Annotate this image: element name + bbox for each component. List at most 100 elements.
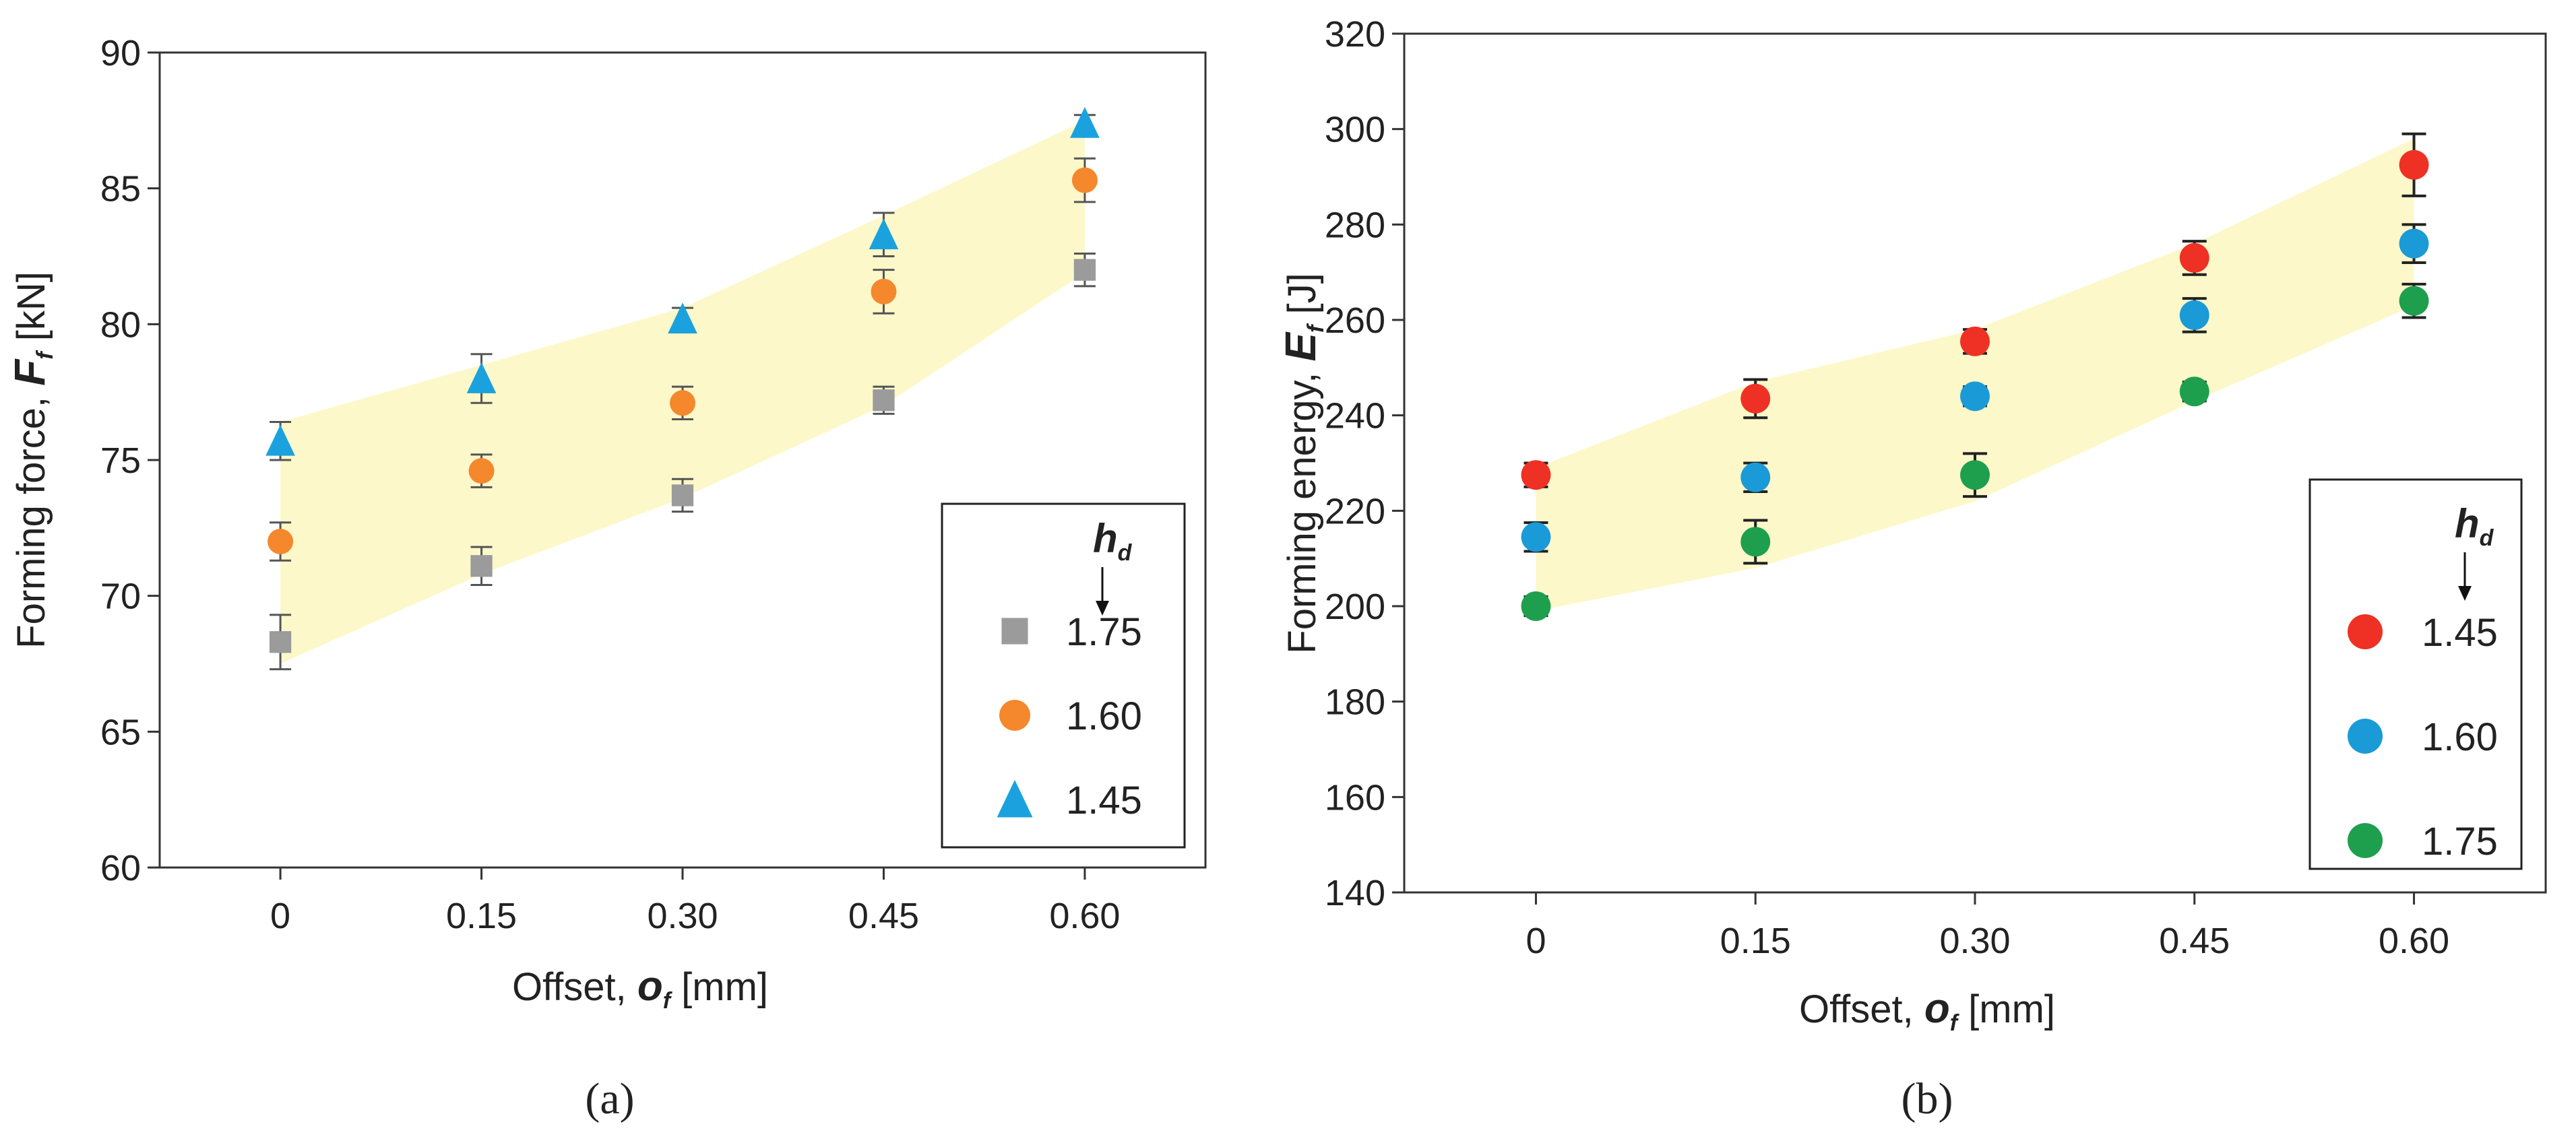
square-marker [470, 555, 493, 577]
square-marker [269, 631, 292, 653]
legend-title: hd [2455, 501, 2494, 551]
legend-label: 1.45 [1066, 779, 1142, 822]
data-point-1.45 [668, 302, 697, 334]
data-point-1.45 [1521, 460, 1551, 490]
y-axis-label: Forming energy, Ef [J] [1280, 273, 1329, 653]
data-point-1.75 [1521, 591, 1551, 621]
y-tick-label: 280 [1325, 205, 1385, 245]
data-point-1.75 [269, 614, 292, 671]
square-marker [671, 484, 694, 506]
circle-marker [2399, 228, 2429, 259]
y-tick-label: 70 [100, 577, 141, 617]
triangle-marker [997, 779, 1033, 818]
data-point-1.60 [2179, 297, 2209, 333]
data-point-1.60 [1960, 381, 1990, 412]
circle-marker [1960, 381, 1990, 412]
data-point-1.75 [671, 478, 694, 513]
square-marker [1073, 259, 1096, 281]
circle-marker [1521, 522, 1551, 552]
circle-marker [468, 458, 495, 484]
legend-label: 1.60 [2422, 715, 2498, 759]
circle-marker [1740, 462, 1771, 492]
legend-item-1.75: 1.75 [2348, 820, 2498, 863]
x-tick-label: 0 [270, 896, 290, 936]
data-point-1.75 [873, 385, 895, 415]
data-point-1.60 [268, 521, 294, 562]
data-point-1.45 [466, 353, 497, 404]
circle-marker [1521, 460, 1551, 490]
data-point-1.75 [1073, 252, 1096, 288]
data-point-1.45 [1960, 326, 1990, 356]
x-tick-label: 0 [1526, 921, 1546, 961]
data-point-1.45 [869, 211, 899, 257]
legend-item-1.60: 1.60 [2348, 715, 2498, 759]
x-tick-label: 0.60 [1049, 896, 1120, 936]
data-point-1.60 [670, 385, 695, 420]
y-tick-label: 65 [100, 712, 141, 752]
y-tick-label: 85 [100, 169, 141, 209]
data-point-1.60 [1521, 521, 1551, 553]
x-axis-label: Offset, of [mm] [1799, 985, 2055, 1036]
data-point-1.45 [265, 421, 295, 461]
triangle-marker [869, 218, 899, 250]
x-tick-label: 0.15 [446, 896, 517, 936]
data-point-1.45 [2179, 240, 2209, 276]
y-tick-label: 160 [1325, 777, 1385, 818]
circle-marker [871, 278, 897, 304]
data-point-1.45 [1740, 378, 1771, 420]
legend-label: 1.60 [1066, 694, 1142, 738]
circle-marker [1740, 383, 1771, 414]
legend-title: hd [1093, 516, 1133, 566]
y-tick-label: 140 [1325, 873, 1385, 913]
legend-item-1.45: 1.45 [997, 779, 1142, 822]
x-tick-label: 0.45 [848, 896, 919, 936]
circle-marker [268, 529, 294, 554]
data-point-1.60 [871, 269, 897, 315]
x-tick-label: 0.60 [2379, 921, 2449, 961]
arrow-head-icon [2458, 586, 2472, 601]
y-tick-label: 200 [1325, 587, 1385, 627]
legend-item-1.75: 1.75 [1001, 610, 1142, 654]
circle-marker [1960, 326, 1990, 356]
data-point-1.60 [1071, 157, 1098, 203]
legend-label: 1.75 [2422, 820, 2498, 863]
circle-marker [1521, 591, 1551, 621]
x-tick-label: 0.30 [647, 896, 718, 936]
data-point-1.75 [1960, 452, 1990, 498]
legend-box [2308, 478, 2523, 870]
triangle-marker [466, 362, 497, 393]
range-band [1536, 138, 2414, 612]
circle-marker [2348, 614, 2383, 649]
circle-marker [2348, 823, 2383, 858]
circle-marker [670, 390, 695, 416]
data-point-1.60 [468, 453, 495, 488]
data-point-1.45 [2399, 132, 2429, 197]
y-tick-label: 80 [100, 304, 141, 345]
panel-caption: (a) [585, 1074, 634, 1123]
data-point-1.45 [1070, 106, 1100, 138]
circle-marker [2179, 377, 2209, 407]
circle-marker [2399, 286, 2429, 316]
y-tick-label: 320 [1325, 14, 1385, 55]
chart-b: 140 160 180 200 220 240 260 280 300 320 0 0.15 0.30… [1280, 14, 2547, 1123]
legend-item-1.60: 1.60 [999, 694, 1142, 738]
data-point-1.60 [1740, 461, 1771, 493]
panel-caption: (b) [1902, 1074, 1953, 1123]
y-tick-label: 300 [1325, 110, 1385, 150]
circle-marker [2348, 719, 2383, 754]
y-tick-label: 90 [100, 33, 141, 73]
triangle-marker [668, 302, 697, 334]
y-tick-label: 75 [100, 440, 141, 481]
y-tick-label: 260 [1325, 300, 1385, 341]
square-marker [1001, 618, 1028, 645]
data-point-1.75 [2399, 282, 2429, 319]
circle-marker [2399, 150, 2429, 180]
x-axis-label: Offset, of [mm] [512, 963, 768, 1014]
triangle-marker [265, 424, 295, 456]
circle-marker [1071, 167, 1098, 193]
arrow-head-icon [1096, 601, 1109, 616]
data-point-1.75 [1740, 519, 1771, 565]
circle-marker [1960, 460, 1990, 490]
circle-marker [2179, 300, 2209, 330]
y-tick-label: 180 [1325, 682, 1385, 723]
